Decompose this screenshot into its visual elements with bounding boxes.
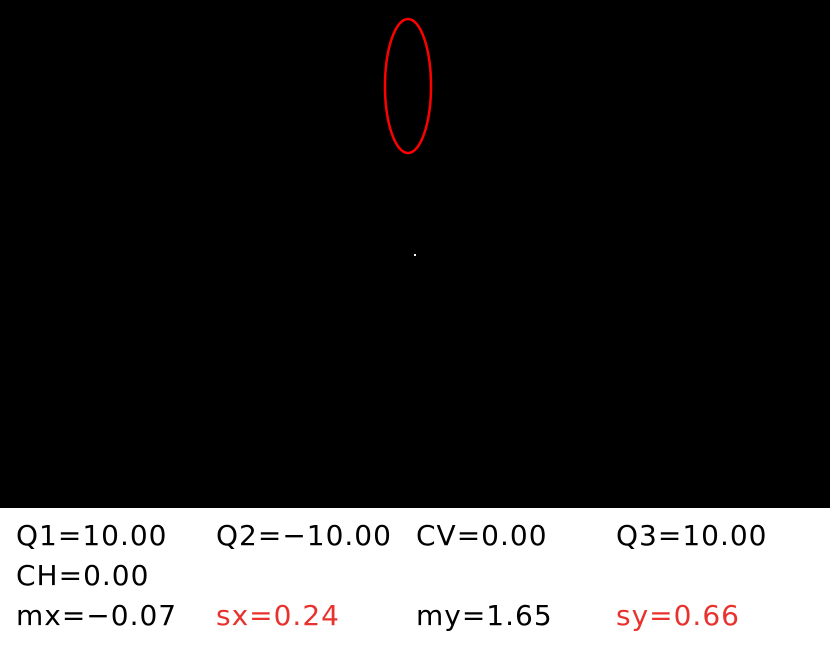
sigma-ellipse [383, 17, 433, 155]
mx-readout: mx=−0.07 [16, 599, 178, 632]
sx-readout: sx=0.24 [216, 599, 340, 632]
sy-readout: sy=0.66 [616, 599, 740, 632]
cv-readout: CV=0.00 [416, 519, 548, 552]
q2-readout: Q2=−10.00 [216, 519, 392, 552]
my-readout: my=1.65 [416, 599, 553, 632]
q1-readout: Q1=10.00 [16, 519, 168, 552]
plot-canvas[interactable] [0, 0, 830, 508]
plot-svg [383, 17, 433, 256]
center-point [414, 254, 416, 256]
q3-readout: Q3=10.00 [616, 519, 768, 552]
readout-panel: Q1=10.00 Q2=−10.00 CV=0.00 Q3=10.00 CH=0… [0, 508, 830, 646]
ch-readout: CH=0.00 [16, 559, 150, 592]
